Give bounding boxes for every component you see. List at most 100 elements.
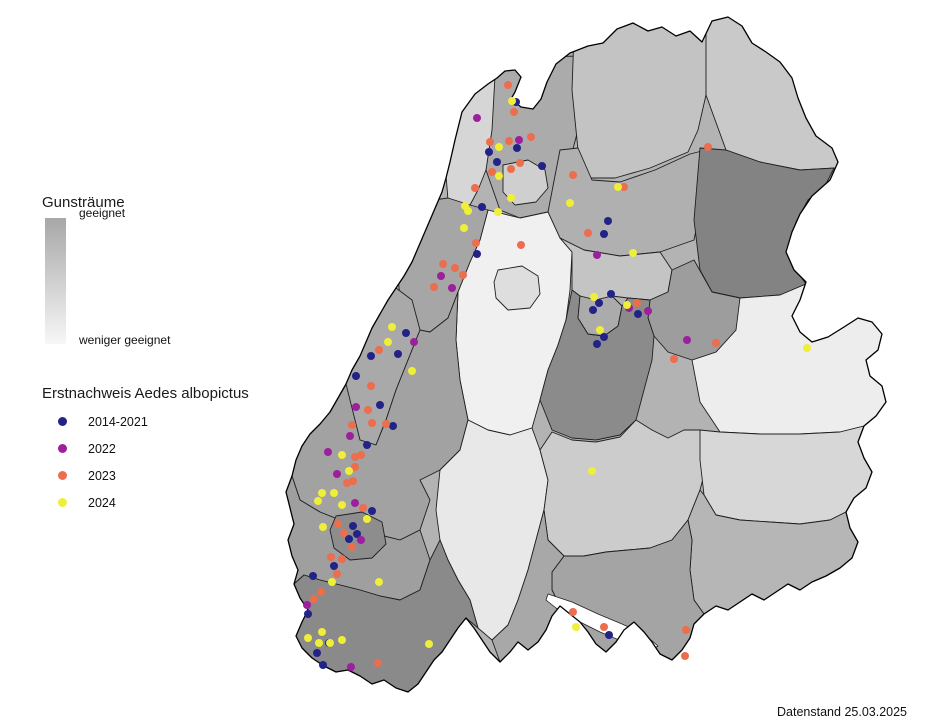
detection-dot-2023 — [310, 595, 318, 603]
district — [705, 17, 841, 171]
detection-dot-2024 — [623, 301, 631, 309]
detection-dot-2024 — [328, 578, 336, 586]
detection-dot-2014-2021 — [473, 250, 481, 258]
detection-dot-2023 — [439, 260, 447, 268]
detection-dot-2023 — [375, 346, 383, 354]
detection-dot-2023 — [681, 652, 689, 660]
district — [539, 289, 655, 441]
detection-dot-2024 — [363, 515, 371, 523]
detections-legend-items: 2014-2021 2022 2023 2024 — [58, 408, 148, 516]
legend-item-label: 2023 — [88, 468, 116, 483]
detection-dot-2023 — [633, 299, 641, 307]
detection-dot-2024 — [330, 489, 338, 497]
suitability-label-less-suitable: weniger geeignet — [79, 333, 171, 347]
district — [577, 295, 623, 337]
detection-dot-2024 — [460, 224, 468, 232]
detection-dot-2023 — [569, 171, 577, 179]
detection-dot-2014-2021 — [600, 230, 608, 238]
district — [693, 147, 835, 299]
detection-dot-2014-2021 — [319, 661, 327, 669]
detection-dot-2014-2021 — [309, 572, 317, 580]
detection-dot-2023 — [510, 108, 518, 116]
legend-item-label: 2024 — [88, 495, 116, 510]
detection-dot-2022 — [644, 307, 652, 315]
detection-dot-2022 — [357, 536, 365, 544]
legend-dot-icon — [58, 471, 67, 480]
legend-dot-icon — [58, 498, 67, 507]
detection-dot-2014-2021 — [538, 162, 546, 170]
detections-layer — [303, 81, 811, 671]
detection-dot-2014-2021 — [604, 217, 612, 225]
detection-dot-2024 — [508, 97, 516, 105]
detection-dot-2023 — [374, 659, 382, 667]
detection-dot-2024 — [629, 249, 637, 257]
detection-dot-2023 — [712, 339, 720, 347]
detection-dot-2023 — [584, 229, 592, 237]
detection-dot-2022 — [346, 432, 354, 440]
detection-dot-2024 — [304, 634, 312, 642]
detection-dot-2014-2021 — [634, 310, 642, 318]
detection-dot-2024 — [590, 293, 598, 301]
detection-dot-2024 — [318, 489, 326, 497]
detection-dot-2024 — [375, 578, 383, 586]
detection-dot-2023 — [382, 420, 390, 428]
detection-dot-2024 — [588, 467, 596, 475]
detection-dot-2014-2021 — [330, 562, 338, 570]
detection-dot-2024 — [566, 199, 574, 207]
detection-dot-2022 — [410, 338, 418, 346]
detection-dot-2014-2021 — [352, 372, 360, 380]
detection-dot-2024 — [614, 183, 622, 191]
detection-dot-2023 — [505, 137, 513, 145]
detection-dot-2023 — [357, 451, 365, 459]
detection-dot-2014-2021 — [589, 306, 597, 314]
detection-dot-2023 — [682, 626, 690, 634]
detection-dot-2024 — [572, 623, 580, 631]
detection-dot-2023 — [471, 184, 479, 192]
detection-dot-2014-2021 — [493, 158, 501, 166]
detection-dot-2023 — [486, 138, 494, 146]
detection-dot-2024 — [338, 636, 346, 644]
detection-dot-2024 — [464, 207, 472, 215]
detection-dot-2014-2021 — [363, 441, 371, 449]
detection-dot-2024 — [315, 639, 323, 647]
detection-dot-2014-2021 — [367, 352, 375, 360]
detection-dot-2022 — [303, 601, 311, 609]
detection-dot-2024 — [338, 451, 346, 459]
detection-dot-2014-2021 — [402, 329, 410, 337]
detection-dot-2024 — [495, 143, 503, 151]
detection-dot-2023 — [368, 419, 376, 427]
detection-dot-2014-2021 — [368, 507, 376, 515]
detection-dot-2023 — [340, 529, 348, 537]
detection-dot-2022 — [347, 663, 355, 671]
detection-dot-2023 — [569, 608, 577, 616]
legend-item-label: 2022 — [88, 441, 116, 456]
detection-dot-2023 — [704, 143, 712, 151]
detection-dot-2023 — [620, 183, 628, 191]
state-outline — [285, 16, 887, 693]
detection-dot-2022 — [593, 251, 601, 259]
suitability-label-suitable: geeignet — [79, 206, 126, 220]
detection-dot-2023 — [327, 553, 335, 561]
detection-dot-2022 — [448, 284, 456, 292]
detection-dot-2024 — [319, 523, 327, 531]
detection-dot-2024 — [345, 467, 353, 475]
detection-dot-2014-2021 — [345, 535, 353, 543]
detection-dot-2023 — [348, 543, 356, 551]
detection-dot-2014-2021 — [595, 299, 603, 307]
detection-dot-2024 — [507, 194, 515, 202]
district — [699, 425, 873, 525]
detection-dot-2022 — [351, 499, 359, 507]
legend-item-2022: 2022 — [58, 435, 148, 462]
detection-dot-2023 — [670, 355, 678, 363]
detection-dot-2023 — [364, 406, 372, 414]
detection-dot-2023 — [600, 623, 608, 631]
detection-dot-2023 — [333, 570, 341, 578]
legend-item-2014-2021: 2014-2021 — [58, 408, 148, 435]
detection-dot-2024 — [495, 172, 503, 180]
detection-dot-2024 — [408, 367, 416, 375]
detection-dot-2014-2021 — [376, 401, 384, 409]
detection-dot-2024 — [494, 208, 502, 216]
detection-dot-2014-2021 — [349, 522, 357, 530]
suitability-legend-title: Gunsträume — [42, 194, 125, 211]
